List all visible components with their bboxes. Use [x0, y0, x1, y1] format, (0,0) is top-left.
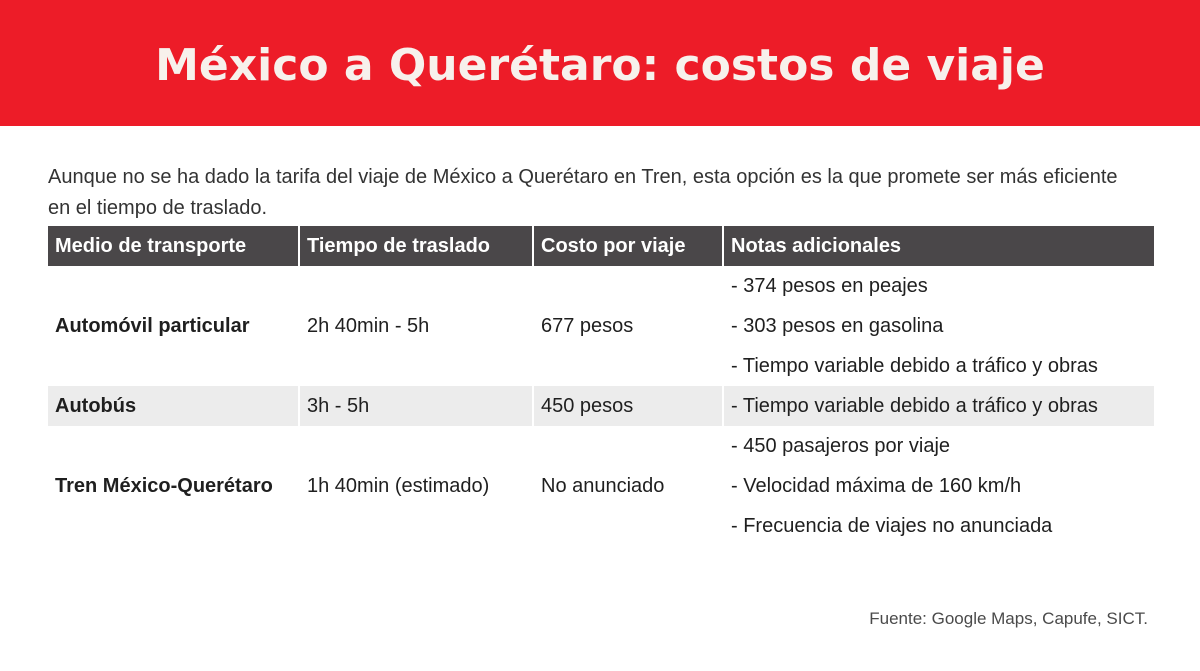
- notes-cell: - 374 pesos en peajes - 303 pesos en gas…: [724, 266, 1154, 386]
- table-row: Automóvil particular 2h 40min - 5h 677 p…: [48, 266, 1154, 386]
- mode-cell: Tren México-Querétaro: [55, 474, 273, 497]
- column-header-mode: Medio de transporte: [48, 226, 298, 266]
- cost-cell: 450 pesos: [534, 386, 722, 426]
- note-item: - 450 pasajeros por viaje: [731, 435, 951, 457]
- title-banner: México a Querétaro: costos de viaje: [0, 0, 1200, 126]
- note-item: - Tiempo variable debido a tráfico y obr…: [731, 355, 1098, 377]
- note-item: - Velocidad máxima de 160 km/h: [731, 475, 1022, 497]
- cost-cell: 677 pesos: [541, 314, 634, 337]
- cost-table: Medio de transporte Tiempo de traslado C…: [46, 226, 1156, 546]
- note-item: - 374 pesos en peajes: [731, 275, 928, 297]
- table-row: Autobús 3h - 5h 450 pesos - Tiempo varia…: [48, 386, 1154, 426]
- time-cell: 1h 40min (estimado): [307, 474, 490, 497]
- table-header-row: Medio de transporte Tiempo de traslado C…: [48, 226, 1154, 266]
- time-cell: 3h - 5h: [300, 386, 532, 426]
- note-item: - 303 pesos en gasolina: [731, 315, 944, 337]
- column-header-notes: Notas adicionales: [724, 226, 1154, 266]
- source-credit: Fuente: Google Maps, Capufe, SICT.: [869, 609, 1148, 628]
- intro-paragraph: Aunque no se ha dado la tarifa del viaje…: [48, 166, 1118, 219]
- note-item: - Frecuencia de viajes no anunciada: [731, 515, 1053, 537]
- notes-cell: - 450 pasajeros por viaje - Velocidad má…: [724, 426, 1154, 546]
- mode-cell: Autobús: [48, 386, 298, 426]
- mode-cell: Automóvil particular: [55, 314, 250, 337]
- time-cell: 2h 40min - 5h: [307, 314, 430, 337]
- column-header-cost: Costo por viaje: [534, 226, 722, 266]
- cost-cell: No anunciado: [541, 474, 665, 497]
- page-title: México a Querétaro: costos de viaje: [155, 39, 1045, 91]
- note-item: - Tiempo variable debido a tráfico y obr…: [731, 395, 1098, 417]
- notes-cell: - Tiempo variable debido a tráfico y obr…: [724, 386, 1154, 426]
- column-header-time: Tiempo de traslado: [300, 226, 532, 266]
- table-row: Tren México-Querétaro 1h 40min (estimado…: [48, 426, 1154, 546]
